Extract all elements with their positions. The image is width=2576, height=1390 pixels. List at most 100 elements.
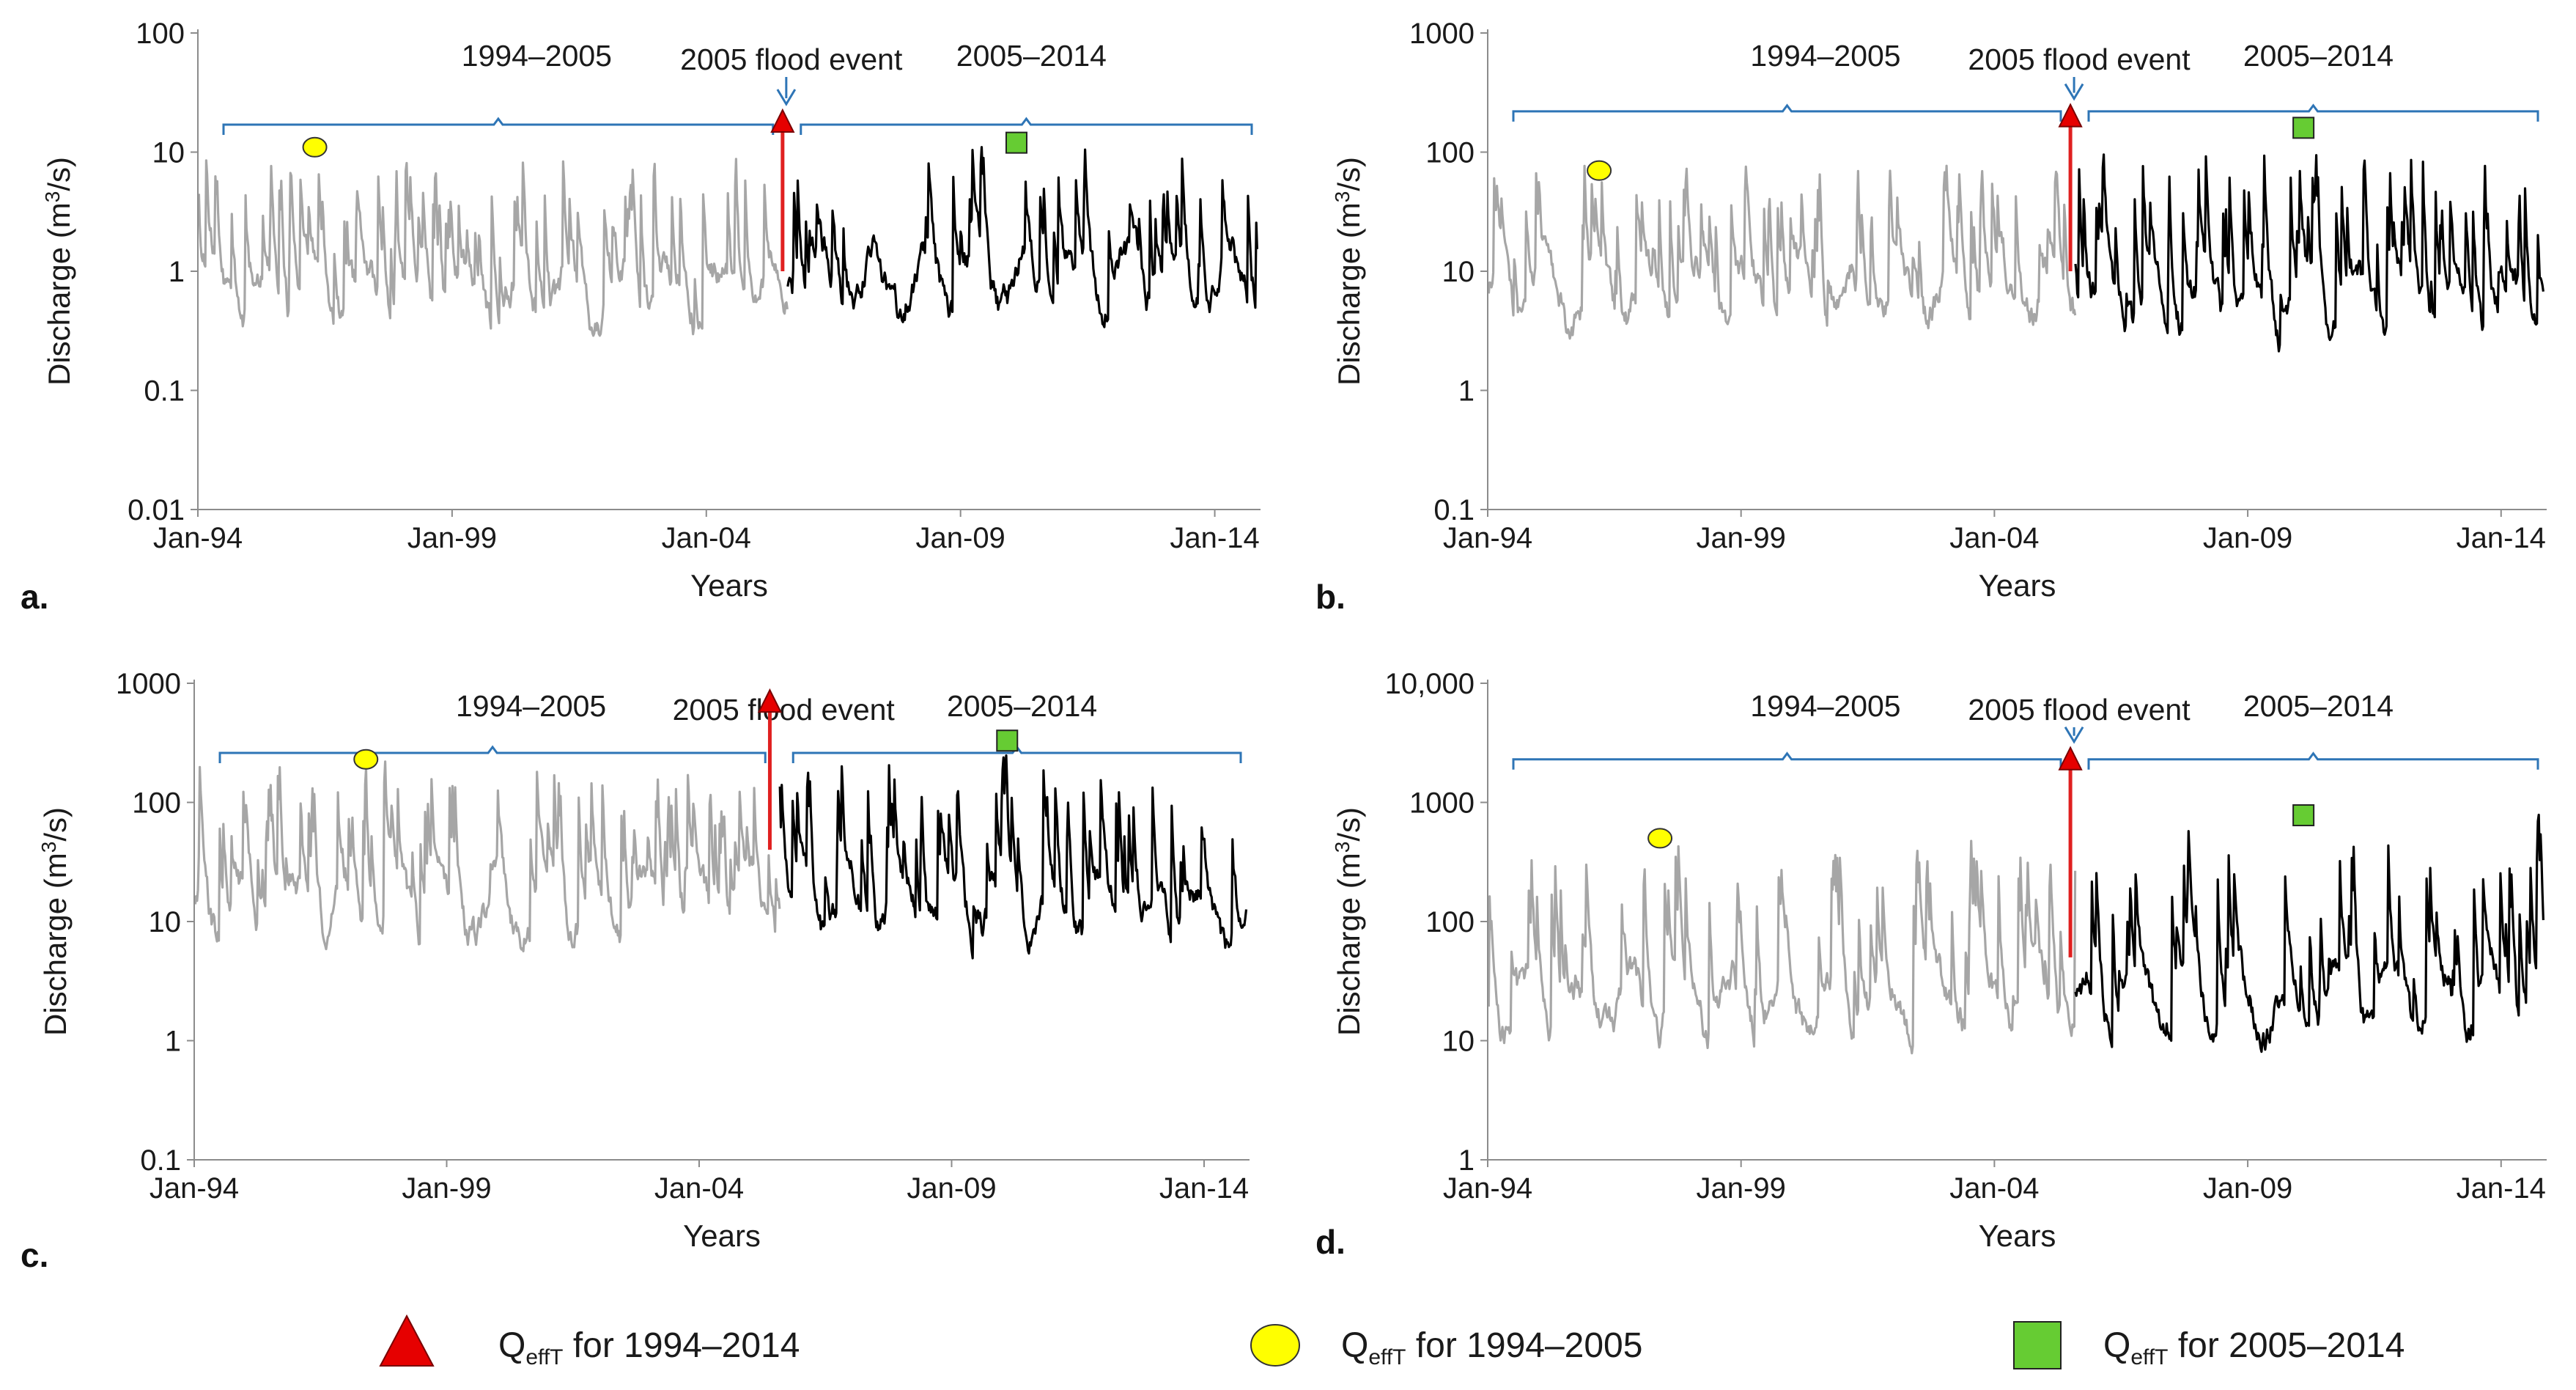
series-line-2005-2014	[786, 146, 1258, 328]
y-tick-label: 10,000	[1385, 668, 1475, 700]
y-tick-label: 10	[1442, 1026, 1475, 1058]
series-line-2005-2014	[2074, 153, 2544, 353]
x-tick-label: Jan-99	[402, 1172, 491, 1205]
y-tick-label: 0.01	[128, 494, 185, 526]
x-tick-label: Jan-14	[1170, 522, 1259, 554]
x-tick-label: Jan-14	[2457, 1172, 2546, 1205]
chart-panel-2: 0.1 1 10 100 1000 Jan-94 Jan-99 Jan-04 Jan-09 Jan…	[1315, 18, 2547, 616]
period-label-flood: 2005 flood event	[1968, 693, 2191, 727]
y-tick-label: 0.1	[140, 1144, 181, 1177]
qefft-1994-2014-marker	[757, 688, 783, 713]
x-tick-label: Jan-14	[1159, 1172, 1249, 1205]
y-tick-label: 10	[149, 906, 182, 938]
flood-pointer-arrowhead	[776, 89, 797, 106]
x-tick-label: Jan-14	[2457, 522, 2546, 554]
y-axis-title: Discharge (m3/s)	[37, 807, 73, 1036]
x-axis-title: Years	[1979, 1218, 2056, 1253]
series-line-1994-2005	[197, 158, 789, 337]
y-tick-label: 1	[165, 1026, 181, 1058]
chart-panel-4: 1 10 100 1000 10,000 Jan-94 Jan-99 Jan-04 Jan-09…	[1315, 668, 2547, 1261]
period-label-before: 1994–2005	[1750, 39, 1900, 73]
y-tick-label: 1000	[1409, 787, 1475, 820]
qefft-2005-2014-marker	[1005, 131, 1027, 154]
series-line-1994-2005	[1487, 839, 2077, 1055]
period-label-flood: 2005 flood event	[1968, 43, 2191, 76]
y-tick-label: 10	[152, 137, 185, 169]
y-axis-title: Discharge (m3/s)	[1331, 807, 1366, 1036]
period-label-before: 1994–2005	[456, 689, 606, 723]
qefft-1994-2005-marker	[1587, 160, 1612, 181]
legend-circle-icon	[1250, 1324, 1300, 1367]
period-label-before: 1994–2005	[462, 39, 612, 73]
qefft-1994-2005-marker	[302, 136, 328, 158]
qefft-1994-2005-marker	[1647, 828, 1673, 849]
bracket-1994-2005	[218, 745, 767, 763]
qefft-1994-2014-marker	[2058, 746, 2083, 771]
x-tick-label: Jan-04	[662, 522, 751, 554]
x-tick-label: Jan-09	[2203, 522, 2292, 554]
period-label-after: 2005–2014	[2243, 39, 2394, 73]
series-line-1994-2005	[193, 760, 781, 953]
period-label-flood: 2005 flood event	[673, 693, 896, 727]
bracket-2005-2014	[2087, 751, 2539, 770]
y-axis-title: Discharge (m3/s)	[1331, 157, 1366, 386]
y-tick-label: 100	[1425, 137, 1475, 169]
bracket-2005-2014	[2087, 103, 2539, 122]
y-tick-label: 10	[1442, 256, 1475, 288]
legend-triangle-icon	[379, 1314, 435, 1367]
y-tick-label: 1000	[116, 668, 181, 700]
x-tick-label: Jan-94	[1443, 522, 1532, 554]
period-label-after: 2005–2014	[2243, 689, 2394, 723]
x-tick-label: Jan-04	[654, 1172, 744, 1205]
x-tick-label: Jan-09	[916, 522, 1005, 554]
qefft-2005-2014-marker	[2292, 804, 2315, 827]
x-axis-title: Years	[690, 568, 768, 603]
legend: QeffT for 1994–2014 QeffT for 1994–2005 Qe…	[379, 1314, 2405, 1369]
x-tick-label: Jan-99	[407, 522, 497, 554]
series-line-2005-2014	[2074, 813, 2544, 1053]
qefft-1994-2014-marker	[2058, 103, 2083, 128]
bracket-2005-2014	[800, 117, 1253, 136]
panel-letter: a.	[21, 578, 48, 616]
period-label-after: 2005–2014	[947, 689, 1097, 723]
x-axis-title: Years	[683, 1218, 761, 1253]
y-tick-label: 1	[1458, 1144, 1475, 1177]
y-tick-label: 100	[132, 787, 181, 820]
x-tick-label: Jan-09	[2203, 1172, 2292, 1205]
qefft-2005-2014-marker	[2292, 117, 2315, 139]
flood-pointer-arrowhead	[2064, 726, 2084, 744]
y-tick-label: 1	[1458, 375, 1475, 408]
legend-label: QeffT for 1994–2005	[1341, 1326, 1642, 1369]
series-line-1994-2005	[1487, 164, 2077, 340]
qefft-1994-2014-marker	[770, 108, 795, 133]
period-label-before: 1994–2005	[1750, 689, 1900, 723]
qefft-2005-2014-marker	[996, 729, 1019, 752]
x-tick-label: Jan-99	[1697, 1172, 1786, 1205]
x-tick-label: Jan-09	[907, 1172, 996, 1205]
chart-panel-3: 0.1 1 10 100 1000 Jan-94 Jan-99 Jan-04 Jan-09 Jan…	[21, 668, 1250, 1274]
chart-panel-1: 0.01 0.1 1 10 100 Jan-94 Jan-99 Jan-04 Jan-09 Jan…	[21, 18, 1261, 616]
x-tick-label: Jan-94	[153, 522, 243, 554]
x-tick-label: Jan-99	[1697, 522, 1786, 554]
series-line-2005-2014	[778, 754, 1248, 960]
x-tick-label: Jan-04	[1949, 522, 2039, 554]
y-tick-label: 0.1	[1433, 494, 1475, 526]
y-axis-title: Discharge (m3/s)	[41, 157, 76, 386]
legend-label: QeffT for 2005–2014	[2103, 1326, 2405, 1369]
bracket-1994-2005	[222, 117, 775, 136]
y-tick-label: 1	[169, 256, 185, 288]
panel-letter: c.	[21, 1236, 48, 1274]
y-tick-label: 100	[136, 18, 185, 50]
period-label-after: 2005–2014	[956, 39, 1107, 73]
bracket-1994-2005	[1512, 103, 2062, 122]
y-tick-label: 100	[1425, 906, 1475, 938]
y-tick-label: 0.1	[144, 375, 185, 408]
panel-letter: b.	[1315, 578, 1346, 616]
legend-square-icon	[2013, 1321, 2062, 1369]
x-axis-title: Years	[1979, 568, 2056, 603]
x-tick-label: Jan-94	[1443, 1172, 1532, 1205]
y-tick-label: 1000	[1409, 18, 1475, 50]
bracket-1994-2005	[1512, 751, 2062, 770]
qefft-1994-2005-marker	[353, 749, 379, 770]
x-tick-label: Jan-94	[150, 1172, 239, 1205]
